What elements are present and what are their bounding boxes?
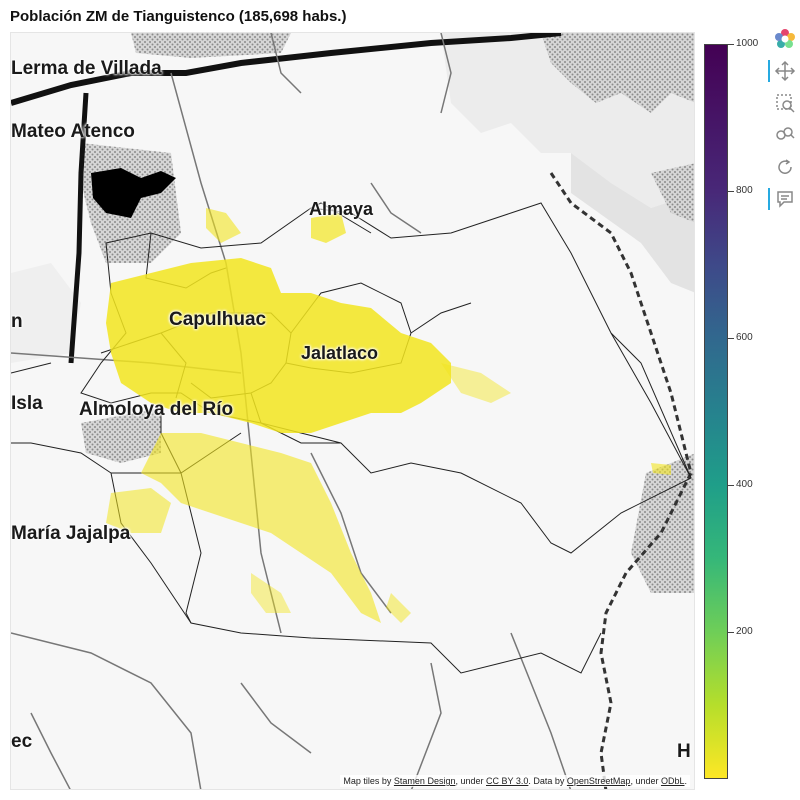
colorbar-tick <box>728 191 734 192</box>
chart-title: Población ZM de Tianguistenco (185,698 h… <box>10 8 347 25</box>
colorbar-tick <box>728 485 734 486</box>
place-label-jajalpa: María Jajalpa <box>11 523 131 544</box>
place-label-capulhuac: Capulhuac <box>169 309 267 330</box>
terrain-area <box>571 153 694 293</box>
hover-tool-icon[interactable] <box>768 188 796 210</box>
map-canvas[interactable]: Lerma de Villada Mateo Atenco Almaya Cap… <box>10 32 695 790</box>
urban-hatching <box>651 163 694 223</box>
colorbar-tick <box>728 338 734 339</box>
state-boundary <box>549 172 693 789</box>
reset-tool-icon[interactable] <box>774 156 796 178</box>
urban-hatching <box>131 33 291 58</box>
colorbar-tick-label: 600 <box>736 332 753 343</box>
attribution-text: Map tiles by <box>343 776 394 786</box>
place-label-jalatlaco: Jalatlaco <box>301 343 379 363</box>
urban-hatching <box>541 33 694 113</box>
colorbar-tick <box>728 632 734 633</box>
terrain-area <box>11 263 81 363</box>
ccby-link[interactable]: CC BY 3.0 <box>486 776 529 786</box>
pan-tool-icon[interactable] <box>768 60 796 82</box>
place-label-almaya: Almaya <box>309 199 374 219</box>
highway <box>11 33 562 106</box>
attribution-text: , under <box>630 776 661 786</box>
map-tiles <box>11 33 694 789</box>
colorbar-tick-label: 1000 <box>736 38 759 49</box>
highway <box>68 92 89 364</box>
place-label-isla: Isla <box>11 393 43 414</box>
colorbar-tick-label: 200 <box>736 626 753 637</box>
place-label-lerma: Lerma de Villada <box>11 58 162 79</box>
urban-hatching <box>81 408 161 463</box>
map-attribution: Map tiles by Stamen Design, under CC BY … <box>340 775 690 787</box>
population-density-layer <box>106 208 671 623</box>
colorbar-tick-label: 800 <box>736 185 753 196</box>
attribution-text: . <box>684 776 687 786</box>
box-zoom-tool-icon[interactable] <box>774 92 796 114</box>
place-label-atenco: Mateo Atenco <box>11 121 135 142</box>
place-label-almoloya: Almoloya del Río <box>79 399 234 420</box>
place-label-h: H <box>677 741 691 762</box>
place-label-ec: ec <box>11 731 33 752</box>
city-block <box>91 168 176 218</box>
urban-hatching <box>631 453 694 593</box>
stamen-link[interactable]: Stamen Design <box>393 776 456 786</box>
attribution-text: . Data by <box>528 776 567 786</box>
bokeh-logo-icon[interactable] <box>774 28 796 50</box>
wheel-zoom-tool-icon[interactable] <box>774 124 796 146</box>
colorbar-tick <box>728 44 734 45</box>
colorbar <box>704 44 728 779</box>
attribution-text: , under <box>455 776 486 786</box>
colorbar-tick-label: 400 <box>736 479 753 490</box>
odbl-link[interactable]: ODbL <box>660 776 685 786</box>
osm-link[interactable]: OpenStreetMap <box>566 776 631 786</box>
place-label-n: n <box>11 311 23 332</box>
